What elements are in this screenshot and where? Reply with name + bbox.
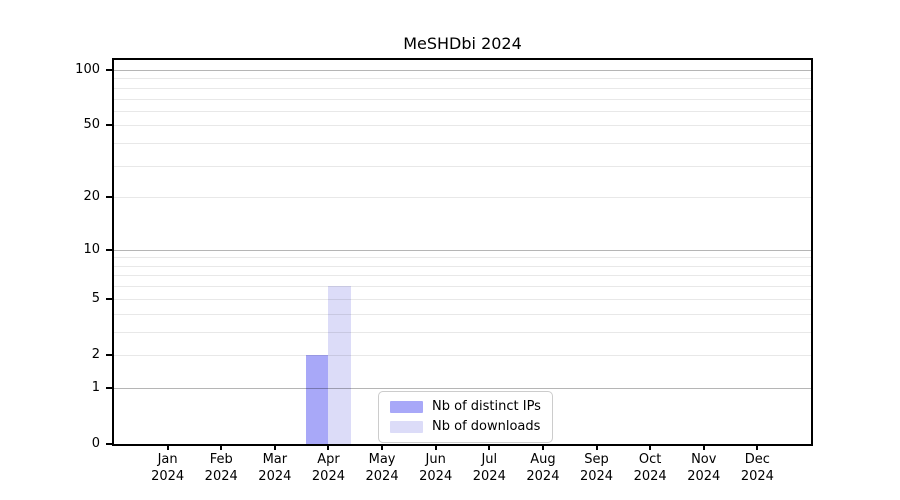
x-tick-year-apr: 2024 bbox=[311, 469, 345, 484]
plot-area bbox=[112, 58, 813, 446]
x-tick-year-nov: 2024 bbox=[687, 469, 721, 484]
x-tick-label-mar: Mar 2024 bbox=[243, 451, 307, 485]
x-tick-month-jul: Jul bbox=[481, 452, 498, 467]
x-tick-month-may: May bbox=[368, 452, 396, 467]
gridline-y-5 bbox=[114, 298, 811, 300]
y-tick-label-1: 1 bbox=[91, 379, 100, 395]
gridline-y-30 bbox=[114, 165, 811, 167]
x-tick-label-feb: Feb 2024 bbox=[189, 451, 253, 485]
x-tick-year-jul: 2024 bbox=[472, 469, 506, 484]
x-tick-mark-apr bbox=[327, 444, 330, 450]
gridline-y-40 bbox=[114, 143, 811, 145]
bar-nb-of-downloads-apr bbox=[328, 286, 351, 444]
y-tick-mark-5 bbox=[106, 297, 112, 300]
x-tick-year-dec: 2024 bbox=[740, 469, 774, 484]
y-tick-label-2: 2 bbox=[91, 346, 100, 362]
gridline-y-80 bbox=[114, 87, 811, 89]
y-tick-mark-50 bbox=[106, 124, 112, 127]
x-tick-label-sep: Sep 2024 bbox=[565, 451, 629, 485]
legend-label-distinct-ips: Nb of distinct IPs bbox=[432, 399, 541, 414]
x-tick-year-feb: 2024 bbox=[204, 469, 238, 484]
y-tick-label-100: 100 bbox=[75, 62, 100, 78]
x-tick-mark-aug bbox=[541, 444, 544, 450]
x-tick-label-apr: Apr 2024 bbox=[296, 451, 360, 485]
bar-nb-of-distinct-ips-apr bbox=[305, 354, 329, 444]
legend-item-downloads: Nb of downloads bbox=[390, 419, 541, 435]
x-tick-year-may: 2024 bbox=[365, 469, 399, 484]
gridline-y-50 bbox=[114, 125, 811, 127]
bars-layer bbox=[114, 60, 811, 444]
x-tick-year-jun: 2024 bbox=[419, 469, 453, 484]
gridline-y-60 bbox=[114, 110, 811, 112]
y-tick-label-20: 20 bbox=[83, 189, 100, 205]
x-tick-year-oct: 2024 bbox=[633, 469, 667, 484]
x-tick-month-sep: Sep bbox=[584, 452, 609, 467]
x-tick-month-jan: Jan bbox=[157, 452, 178, 467]
gridline-y-1 bbox=[114, 387, 811, 389]
y-tick-label-0: 0 bbox=[91, 436, 100, 451]
y-tick-mark-100 bbox=[106, 69, 112, 72]
x-tick-year-mar: 2024 bbox=[258, 469, 292, 484]
legend: Nb of distinct IPs Nb of downloads bbox=[378, 391, 553, 443]
x-tick-label-jun: Jun 2024 bbox=[404, 451, 468, 485]
x-tick-month-feb: Feb bbox=[209, 452, 233, 467]
x-tick-mark-dec bbox=[756, 444, 759, 450]
y-tick-label-10: 10 bbox=[83, 241, 100, 257]
chart-title: MeSHDbi 2024 bbox=[403, 34, 522, 53]
y-tick-mark-0 bbox=[106, 443, 112, 445]
x-tick-label-jan: Jan 2024 bbox=[136, 451, 200, 485]
x-tick-year-sep: 2024 bbox=[579, 469, 614, 484]
x-tick-mark-sep bbox=[595, 444, 598, 450]
legend-label-downloads: Nb of downloads bbox=[432, 419, 541, 434]
y-tick-mark-2 bbox=[106, 353, 112, 356]
y-tick-label-5: 5 bbox=[91, 290, 100, 306]
x-tick-month-nov: Nov bbox=[691, 452, 717, 467]
x-tick-label-aug: Aug 2024 bbox=[511, 451, 575, 485]
gridline-y-4 bbox=[114, 313, 811, 315]
x-tick-year-jan: 2024 bbox=[151, 469, 185, 484]
x-tick-mark-jun bbox=[434, 444, 437, 450]
x-tick-mark-oct bbox=[649, 444, 652, 450]
x-tick-label-nov: Nov 2024 bbox=[672, 451, 736, 485]
x-tick-mark-mar bbox=[273, 444, 276, 450]
x-tick-mark-jul bbox=[488, 444, 491, 450]
gridline-y-9 bbox=[114, 257, 811, 259]
legend-item-distinct-ips: Nb of distinct IPs bbox=[390, 399, 541, 415]
grid-layer bbox=[114, 60, 811, 444]
y-tick-mark-1 bbox=[106, 386, 112, 389]
x-tick-label-may: May 2024 bbox=[350, 451, 414, 485]
x-tick-label-dec: Dec 2024 bbox=[725, 451, 789, 485]
x-tick-month-dec: Dec bbox=[744, 452, 770, 467]
gridline-y-8 bbox=[114, 265, 811, 267]
gridline-y-3 bbox=[114, 331, 811, 333]
gridline-y-10 bbox=[114, 249, 811, 251]
gridline-y-7 bbox=[114, 275, 811, 277]
gridline-y-100 bbox=[114, 70, 811, 72]
x-tick-month-mar: Mar bbox=[262, 452, 288, 467]
x-tick-mark-may bbox=[381, 444, 384, 450]
x-tick-label-jul: Jul 2024 bbox=[457, 451, 521, 485]
x-tick-month-aug: Aug bbox=[530, 452, 556, 467]
gridline-y-20 bbox=[114, 197, 811, 199]
gridline-y-90 bbox=[114, 78, 811, 80]
x-tick-mark-nov bbox=[702, 444, 705, 450]
x-tick-label-oct: Oct 2024 bbox=[618, 451, 682, 485]
gridline-y-6 bbox=[114, 286, 811, 288]
gridline-y-70 bbox=[114, 98, 811, 100]
x-tick-mark-jan bbox=[166, 444, 169, 450]
legend-swatch-downloads bbox=[390, 421, 423, 433]
x-tick-month-jun: Jun bbox=[425, 452, 446, 467]
x-tick-year-aug: 2024 bbox=[526, 469, 560, 484]
x-tick-mark-feb bbox=[220, 444, 223, 450]
gridline-y-2 bbox=[114, 354, 811, 356]
y-tick-mark-10 bbox=[106, 248, 112, 251]
x-tick-month-oct: Oct bbox=[638, 452, 662, 467]
x-tick-month-apr: Apr bbox=[317, 452, 340, 467]
y-tick-mark-20 bbox=[106, 196, 112, 199]
legend-swatch-distinct-ips bbox=[390, 401, 423, 413]
y-tick-label-50: 50 bbox=[83, 117, 100, 133]
